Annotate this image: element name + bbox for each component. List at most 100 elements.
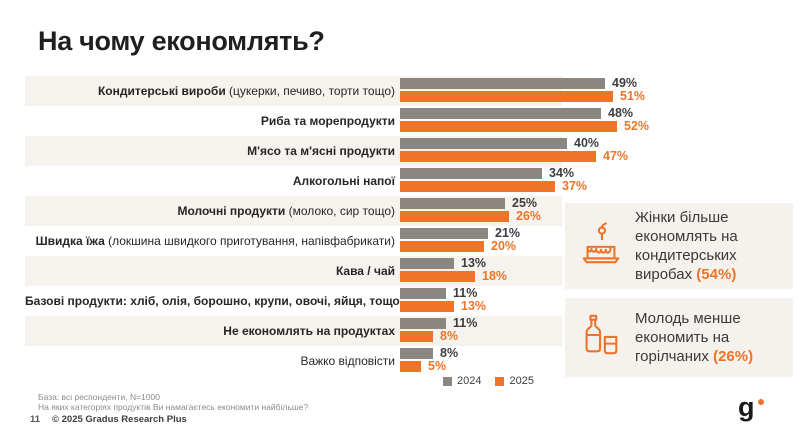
row-label-bold: Алкогольні напої: [292, 174, 395, 188]
legend-swatch-2025: [495, 376, 505, 386]
footer-base-note: База: всі респонденти, N=1000: [38, 392, 160, 402]
cake-icon: [578, 221, 624, 272]
page-title: На чому економлять?: [38, 26, 325, 56]
callout-text: Жінки більше економлять на кондитерських…: [635, 208, 787, 284]
chart-row: Риба та морепродукти 48% 52%: [25, 106, 649, 136]
bar-2025: [400, 331, 433, 342]
callout-card-youth: Молодь менше економить на горілчаних (26…: [565, 298, 793, 377]
value-label-2025: 26%: [516, 209, 542, 223]
row-label: Риба та морепродукти: [25, 106, 395, 136]
row-label-bold: Молочні продукти: [177, 204, 286, 218]
gradus-logo: g: [738, 392, 778, 432]
footer-question-note: На яких категоріях продуктів Ви намагаєт…: [38, 402, 309, 412]
row-label-bold: Швидка їжа: [35, 234, 105, 248]
bar-2024: [400, 198, 505, 209]
value-label-2025: 47%: [603, 149, 629, 163]
bar-2024: [400, 348, 433, 359]
row-label-normal: (цукерки, печиво, торти тощо): [225, 84, 395, 98]
chart-row: Швидка їжа (локшина швидкого приготуванн…: [25, 226, 562, 256]
gradus-logo-dot: [758, 399, 764, 405]
value-label-2024: 25%: [512, 196, 538, 210]
value-label-2024: 8%: [440, 346, 459, 360]
callout-text: Молодь менше економить на горілчаних (26…: [635, 309, 787, 366]
value-label-2025: 51%: [620, 89, 646, 103]
value-label-2024: 40%: [574, 136, 600, 150]
bottle-glass-icon: [578, 312, 624, 363]
bar-2025: [400, 121, 617, 132]
value-label-2025: 8%: [440, 329, 459, 343]
bar-2024: [400, 288, 446, 299]
bar-2025: [400, 241, 484, 252]
row-label-normal: Важко відповісти: [300, 354, 395, 368]
value-label-2024: 48%: [608, 106, 634, 120]
legend-label-2025: 2025: [509, 375, 534, 387]
value-label-2025: 5%: [428, 359, 447, 373]
row-label: Базові продукти: хліб, олія, борошно, кр…: [25, 286, 400, 316]
callout-text-main: Молодь менше економить на горілчаних: [635, 310, 741, 365]
row-label: Кондитерські вироби (цукерки, печиво, то…: [25, 76, 395, 106]
value-label-2025: 52%: [624, 119, 650, 133]
bar-2024: [400, 78, 605, 89]
value-label-2024: 21%: [495, 226, 521, 240]
bar-2024: [400, 138, 567, 149]
bar-2024: [400, 258, 454, 269]
chart-row: М'ясо та м'ясні продукти 40% 47%: [25, 136, 628, 166]
row-label: Кава / чай: [25, 256, 395, 286]
value-label-2024: 34%: [549, 166, 575, 180]
bar-2025: [400, 271, 475, 282]
row-label: Швидка їжа (локшина швидкого приготуванн…: [25, 226, 395, 256]
callout-text-main: Жінки більше економлять на кондитерських…: [635, 209, 738, 283]
callout-card-women: Жінки більше економлять на кондитерських…: [565, 203, 793, 289]
value-label-2025: 37%: [562, 179, 588, 193]
legend-swatch-2024: [443, 376, 452, 386]
chart-row: Базові продукти: хліб, олія, борошно, кр…: [25, 286, 562, 316]
row-label: Важко відповісти: [25, 346, 395, 376]
legend-label-2024: 2024: [457, 375, 482, 387]
chart-row: Не економлять на продуктах 11% 8%: [25, 316, 562, 346]
row-label: Молочні продукти (молоко, сир тощо): [25, 196, 395, 226]
row-label-normal: (локшина швидкого приготування, напівфаб…: [104, 234, 395, 248]
chart-rows: Кондитерські вироби (цукерки, печиво, то…: [25, 76, 649, 376]
legend-item-2025: 2025: [495, 375, 534, 387]
value-label-2024: 13%: [461, 256, 487, 270]
chart-row: Кава / чай 13% 18%: [25, 256, 562, 286]
value-label-2024: 11%: [453, 316, 478, 330]
row-label-bold: М'ясо та м'ясні продукти: [247, 144, 395, 158]
chart-row: Молочні продукти (молоко, сир тощо) 25% 26…: [25, 196, 562, 226]
row-label-bold: Риба та морепродукти: [260, 114, 395, 128]
bar-2025: [400, 181, 555, 192]
legend: 2024 2025: [443, 375, 534, 387]
chart-row: Важко відповісти 8% 5%: [25, 346, 562, 376]
row-label: Не економлять на продуктах: [25, 316, 395, 346]
bar-2025: [400, 361, 421, 372]
bar-2025: [400, 211, 509, 222]
value-label-2025: 18%: [482, 269, 508, 283]
value-label-2025: 20%: [491, 239, 517, 253]
page-number: 11: [30, 414, 41, 425]
callout-highlight: (26%): [713, 348, 754, 365]
bar-2025: [400, 91, 613, 102]
chart-row: Алкогольні напої 34% 37%: [25, 166, 587, 196]
gradus-logo-g: g: [738, 392, 755, 422]
bar-2025: [400, 301, 454, 312]
bar-2024: [400, 318, 446, 329]
copyright: © 2025 Gradus Research Plus: [52, 414, 187, 425]
row-label: Алкогольні напої: [25, 166, 395, 196]
bar-2025: [400, 151, 596, 162]
value-label-2024: 49%: [612, 76, 638, 90]
callout-highlight: (54%): [696, 266, 737, 283]
row-label-bold: Не економлять на продуктах: [223, 324, 395, 338]
row-label-bold: Базові продукти: хліб, олія, борошно, кр…: [25, 294, 400, 308]
bar-2024: [400, 228, 488, 239]
value-label-2024: 11%: [453, 286, 478, 300]
chart-row: Кондитерські вироби (цукерки, печиво, то…: [25, 76, 645, 106]
bar-2024: [400, 108, 601, 119]
legend-item-2024: 2024: [443, 375, 481, 387]
row-label: М'ясо та м'ясні продукти: [25, 136, 395, 166]
bar-2024: [400, 168, 542, 179]
row-label-bold: Кондитерські вироби: [97, 84, 226, 98]
row-label-bold: Кава / чай: [335, 264, 395, 278]
row-label-normal: (молоко, сир тощо): [285, 204, 395, 218]
value-label-2025: 13%: [461, 299, 487, 313]
